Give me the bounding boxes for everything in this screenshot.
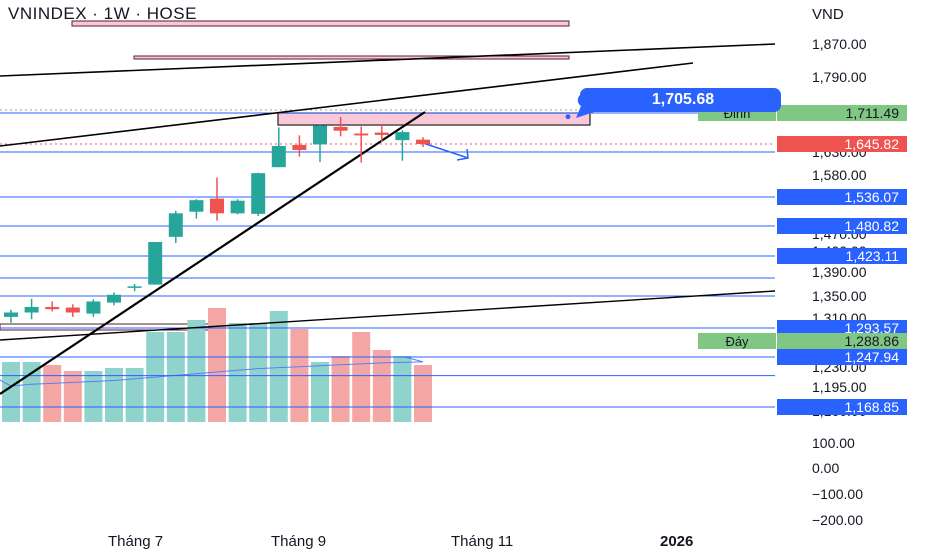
volume-bar	[187, 320, 206, 422]
price-tick-label: 1,870.00	[812, 36, 867, 52]
candle-body	[416, 139, 430, 144]
currency-label: VND	[812, 6, 844, 23]
candle-body	[251, 173, 266, 214]
resistance-zone	[277, 112, 591, 126]
candle-body	[168, 213, 183, 237]
price-label-box	[777, 320, 907, 336]
long-support-line	[0, 290, 776, 341]
time-tick-label: Tháng 11	[451, 533, 513, 550]
channel-line-2	[0, 62, 694, 147]
price-tick-label: 1,790.00	[812, 69, 867, 85]
price-label-text: 1,423.11	[846, 248, 900, 264]
time-tick-label: Tháng 9	[271, 533, 326, 550]
volume-bar	[166, 332, 185, 422]
volume-tick-label: 0.00	[812, 460, 839, 476]
candle-body	[313, 125, 327, 145]
chart-title: VNINDEX · 1W · HOSE	[8, 4, 197, 23]
price-labels: 1,711.49Đỉnh1,645.821,536.071,480.821,42…	[565, 88, 907, 415]
volume-ma-line	[0, 356, 424, 387]
candle-body	[354, 133, 369, 136]
volume-bar	[228, 323, 247, 422]
price-label-box	[777, 333, 907, 349]
price-tag-box	[698, 333, 776, 349]
price-tick-label: 1,390.00	[812, 264, 867, 280]
drawing-zones	[0, 20, 591, 331]
volume-bar	[105, 368, 123, 422]
callout-anchor-dot	[565, 114, 571, 120]
projection-arrow	[419, 141, 469, 161]
zone-top-2	[133, 55, 570, 60]
callout-bubble	[576, 88, 781, 118]
candle-body	[374, 132, 389, 135]
price-label-text: 1,168.85	[845, 399, 900, 415]
price-label-text: 1,480.82	[845, 218, 900, 234]
candle-body	[86, 301, 101, 314]
price-label-box	[777, 399, 907, 415]
support-trendline	[0, 111, 426, 395]
price-label-text: 1,293.57	[845, 320, 900, 336]
volume-bar	[125, 368, 144, 422]
volume-bar	[311, 362, 329, 422]
price-tick-label: 1,195.00	[812, 379, 867, 395]
price-label-text: 1,288.86	[845, 333, 900, 349]
price-label-box	[777, 136, 907, 152]
candle-body	[4, 312, 18, 317]
price-tag-text: Đáy	[725, 334, 749, 349]
volume-tick-label: −200.00	[812, 512, 863, 528]
volume-bar	[63, 371, 82, 422]
trend-lines	[0, 43, 776, 395]
volume-bar	[22, 362, 41, 422]
volume-bar	[352, 332, 371, 422]
price-label-box	[777, 248, 907, 264]
volume-bar	[249, 323, 268, 422]
volume-bar	[331, 356, 350, 422]
volume-bar	[414, 365, 432, 422]
candle-body	[127, 286, 142, 288]
price-label-box	[777, 349, 907, 365]
price-label-box	[777, 105, 907, 121]
candlestick-series	[4, 117, 430, 323]
volume-bar	[84, 371, 103, 422]
candle-body	[333, 126, 348, 131]
price-label-box	[777, 189, 907, 205]
price-label-text: 1,247.94	[845, 349, 900, 365]
candle-body	[189, 200, 204, 212]
price-label-text: 1,536.07	[845, 189, 900, 205]
time-axis: Tháng 7 Tháng 9 Tháng 11 2026	[108, 533, 693, 550]
candle-body	[45, 307, 60, 310]
candle-body	[395, 132, 410, 141]
candle-body	[107, 294, 121, 303]
price-label-text: 1,711.49	[846, 105, 900, 121]
volume-tick-label: 100.00	[812, 435, 855, 451]
price-label-text: 1,645.82	[845, 136, 900, 152]
time-tick-label: Tháng 7	[108, 533, 163, 550]
volume-bar	[43, 365, 62, 422]
price-tick-label: 1,350.00	[812, 288, 867, 304]
zone-top-1	[71, 20, 570, 27]
candle-body	[24, 307, 39, 313]
callout-text: 1,705.68	[652, 91, 714, 108]
price-label-box	[777, 218, 907, 234]
volume-bar	[393, 356, 412, 422]
volume-pane	[0, 308, 432, 422]
candle-body	[271, 145, 286, 168]
candle-body	[210, 198, 224, 214]
candle-body	[148, 242, 163, 285]
volume-tick-label: −100.00	[812, 486, 863, 502]
upper-channel-line	[0, 43, 776, 77]
volume-bar	[372, 350, 391, 422]
price-tick-label: 1,580.00	[812, 167, 867, 183]
candle-body	[292, 144, 307, 150]
candle-body	[65, 307, 80, 313]
time-tick-label: 2026	[660, 533, 693, 550]
volume-bar	[208, 308, 226, 422]
candle-body	[230, 200, 245, 214]
volume-bar	[269, 311, 288, 422]
